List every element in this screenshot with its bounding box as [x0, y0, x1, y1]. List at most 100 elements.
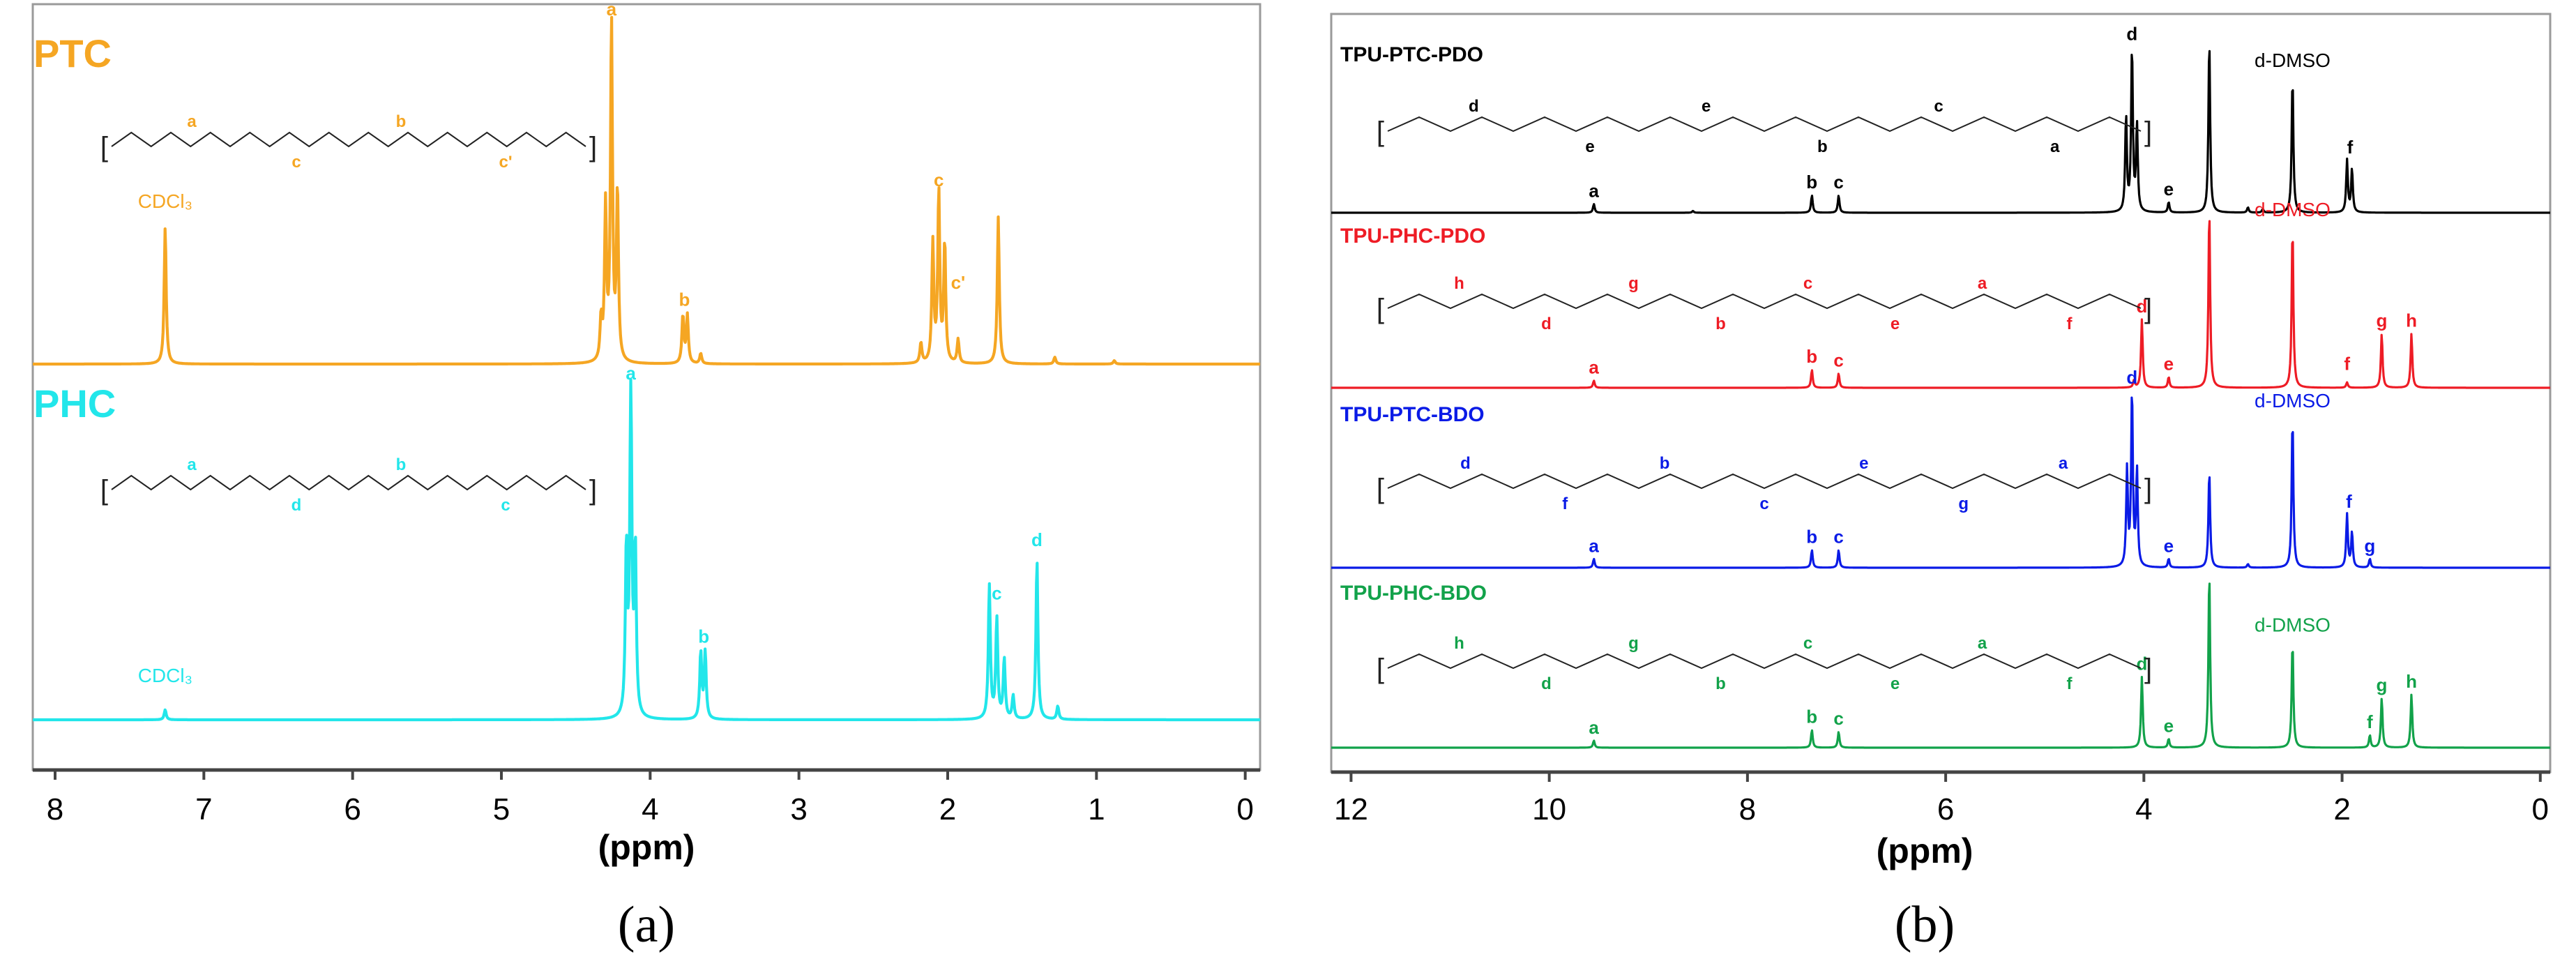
peak-label: d — [2137, 653, 2148, 674]
spectrum-ptc: PTC a b c c' CDCl₃ [] a c b c' — [31, 0, 1262, 366]
peak-label: c — [1833, 708, 1843, 729]
structure-label: a — [187, 112, 197, 131]
structure-drawing: [] h d g b c e a f — [1377, 634, 2152, 693]
peak-label: f — [2347, 137, 2354, 158]
structure-bracket-left: [ — [1377, 654, 1384, 684]
structure-label: a — [2059, 454, 2068, 473]
structure-label: h — [1454, 634, 1464, 653]
peak-label: e — [2164, 715, 2174, 736]
peak-label: e — [2164, 179, 2174, 199]
peak-label: b — [698, 626, 709, 647]
structure-backbone — [111, 474, 586, 491]
panel-b-tick-group: 12 10 8 6 4 2 0 — [1334, 772, 2549, 826]
x-tick-label: 6 — [1937, 792, 1954, 826]
panel-b-frame — [1330, 13, 2552, 773]
peak-label: c — [934, 169, 944, 190]
spectrum-phc: PHC a b c d CDCl₃ [] a d b c — [31, 363, 1262, 722]
structure-label: f — [2067, 674, 2073, 693]
structure-label: e — [1891, 315, 1900, 333]
structure-label: d — [1469, 97, 1479, 116]
peak-label: f — [2344, 354, 2350, 375]
structure-label: c — [1803, 634, 1812, 653]
peak-label: e — [2164, 354, 2174, 375]
series-name: TPU-PHC-BDO — [1340, 582, 1487, 605]
structure-label: d — [1541, 315, 1552, 333]
structure-label: g — [1628, 634, 1639, 653]
series-name: PTC — [33, 31, 112, 75]
panel-a-tick-group: 8 7 6 5 4 3 2 1 0 — [47, 770, 1254, 826]
peak-label: a — [1589, 357, 1599, 378]
structure-label: d — [291, 496, 302, 515]
structure-label: f — [2067, 315, 2073, 333]
structure-label: c — [1803, 274, 1812, 293]
structure-bracket-left: [ — [100, 132, 108, 163]
peak-label: c — [1833, 172, 1843, 192]
structure-label: c' — [499, 153, 512, 172]
structure-bracket-right: ] — [589, 475, 597, 506]
panel-b-label: (b) — [1895, 896, 1955, 953]
spectrum-line — [31, 378, 1262, 722]
x-tick-label: 5 — [493, 792, 510, 826]
peak-label: d — [2126, 24, 2137, 45]
peak-label: g — [2376, 674, 2387, 695]
structure-backbone — [111, 131, 586, 148]
structure-label: b — [1715, 674, 1726, 693]
panel-a-traces: PTC a b c c' CDCl₃ [] a c b c' PHC a b c d CDCl₃ [] a d b c — [31, 0, 1262, 722]
peak-label: b — [1806, 527, 1817, 548]
x-tick-label: 4 — [2135, 792, 2152, 826]
structure-backbone — [1387, 473, 2142, 490]
x-tick-label: 4 — [642, 792, 658, 826]
structure-label: d — [1541, 674, 1552, 693]
x-tick-label: 3 — [790, 792, 807, 826]
structure-label: a — [187, 455, 197, 474]
peak-label: c' — [951, 272, 966, 293]
peak-label: e — [2164, 535, 2174, 556]
structure-label: a — [1978, 634, 1987, 653]
structure-backbone — [1387, 293, 2142, 310]
structure-backbone — [1387, 653, 2142, 670]
peak-label: a — [626, 363, 636, 384]
panel-a: 8 7 6 5 4 3 2 1 0 PTC a b c c' CDCl₃ [] a c b c' PHC a b c d CDC… — [31, 0, 1262, 953]
peak-label: g — [2364, 535, 2375, 556]
structure-label: a — [2050, 137, 2060, 156]
x-tick-label: 7 — [195, 792, 212, 826]
structure-bracket-left: [ — [1377, 294, 1384, 324]
x-tick-label: 8 — [47, 792, 63, 826]
x-tick-label: 0 — [2532, 792, 2549, 826]
spectrum-line — [1331, 396, 2551, 569]
structure-label: e — [1585, 137, 1594, 156]
spectrum-line — [1331, 50, 2551, 214]
peak-label: c — [1833, 349, 1843, 370]
structure-label: a — [1978, 274, 1987, 293]
panel-a-label: (a) — [618, 896, 675, 953]
x-tick-label: 12 — [1334, 792, 1368, 826]
structure-label: c — [1759, 494, 1768, 513]
structure-label: f — [1562, 494, 1568, 513]
x-tick-label: 1 — [1088, 792, 1105, 826]
spectrum-line — [1331, 220, 2551, 389]
structure-label: c — [501, 496, 510, 515]
peak-label: b — [1806, 172, 1817, 192]
structure-label: h — [1454, 274, 1464, 293]
panel-b-x-axis-label: (ppm) — [1877, 831, 1973, 870]
series-name: TPU-PTC-PDO — [1340, 43, 1483, 66]
structure-label: b — [1715, 315, 1726, 333]
structure-label: e — [1859, 454, 1868, 473]
structure-backbone — [1387, 116, 2142, 133]
spectrum-line — [31, 15, 1262, 366]
structure-label: b — [1817, 137, 1828, 156]
structure-bracket-right: ] — [2144, 654, 2152, 684]
series-name: PHC — [33, 382, 116, 425]
solvent-label: d-DMSO — [2255, 199, 2331, 220]
panel-a-x-axis-label: (ppm) — [598, 828, 695, 867]
x-tick-label: 0 — [1236, 792, 1253, 826]
structure-label: d — [1460, 454, 1471, 473]
structure-label: e — [1702, 97, 1711, 116]
peak-label: h — [2406, 671, 2417, 692]
x-tick-label: 8 — [1739, 792, 1756, 826]
solvent-label: CDCl₃ — [138, 665, 192, 686]
structure-bracket-right: ] — [2144, 474, 2152, 504]
